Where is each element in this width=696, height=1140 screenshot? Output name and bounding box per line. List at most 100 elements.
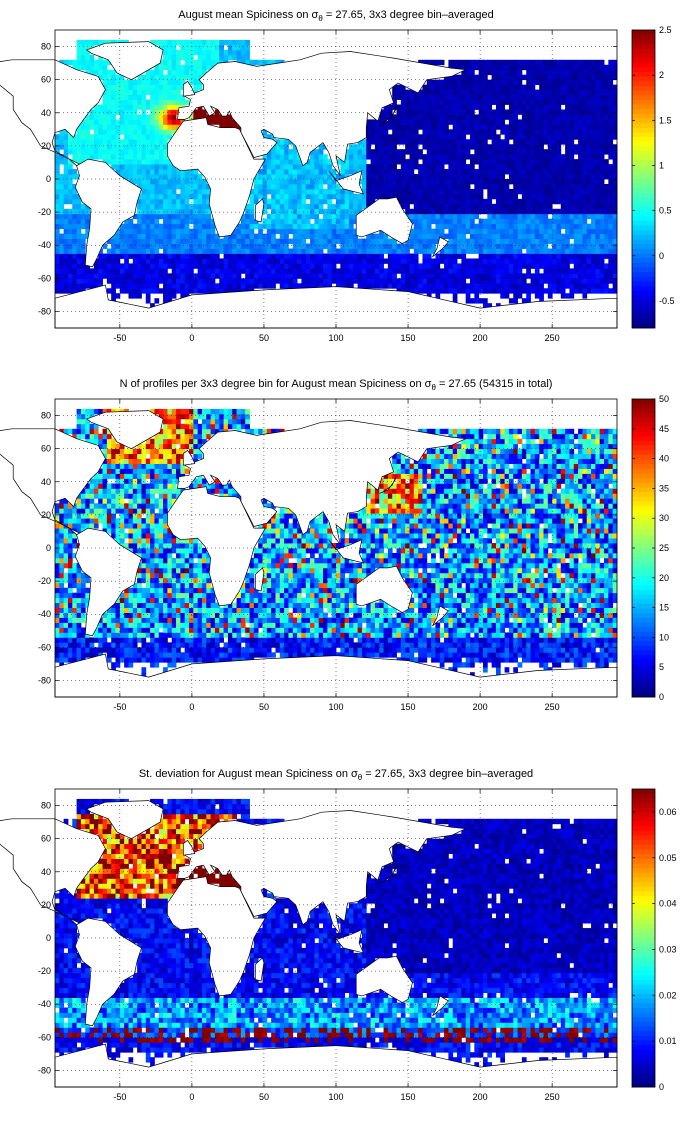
bin-cell [409,233,415,239]
bin-cell [400,283,406,289]
bin-cell [547,193,553,200]
bin-cell [547,208,553,215]
bin-cell [137,253,142,259]
bin-cell [236,278,242,284]
bin-cell [141,139,147,145]
bin-cell [556,169,562,175]
bin-cell [457,248,462,254]
bin-cell [582,228,588,235]
bin-cell [422,169,428,175]
bin-cell [517,134,523,140]
bin-cell [76,597,82,604]
bin-cell [439,258,445,264]
bin-cell [163,223,168,230]
colorbar-step [632,127,655,133]
bin-cell [513,144,518,150]
bin-cell [106,74,112,81]
bin-cell [565,164,570,170]
bin-cell [517,228,523,235]
bin-cell [418,248,423,254]
bin-cell [543,84,549,90]
bin-cell [357,238,363,244]
bin-cell [189,64,194,71]
bin-cell [556,238,562,244]
bin-cell [426,233,432,239]
bin-cell [374,169,380,175]
bin-cell [137,183,142,190]
bin-cell [418,278,423,284]
bin-cell [318,159,324,165]
bin-cell [573,208,579,215]
bin-cell [612,203,618,210]
bin-cell [67,243,73,249]
bin-cell [487,134,493,140]
bin-cell [288,164,294,170]
bin-cell [67,597,73,604]
bin-cell [470,69,475,76]
bin-cell [508,283,514,289]
bin-cell [353,253,359,259]
bin-cell [413,218,419,225]
bin-cell [128,179,134,185]
bin-cell [150,114,155,120]
bin-cell [517,119,523,125]
bin-cell [353,248,359,254]
bin-cell [171,89,177,95]
bin-cell [284,169,289,175]
bin-cell [314,198,320,205]
bin-cell [547,228,553,235]
bin-cell [396,149,402,155]
bin-cell [180,248,186,254]
bin-cell [556,198,562,205]
colorbar-tick-label: 1 [659,160,664,170]
bin-cell [163,144,168,150]
bin-cell [145,288,151,294]
bin-cell [482,69,488,76]
bin-cell [435,253,441,259]
bin-cell [163,104,168,110]
bin-cell [163,233,168,239]
bin-cell [413,129,419,135]
bin-cell [482,159,488,165]
bin-cell [59,523,65,529]
colorbar-step [632,39,655,45]
bin-cell [521,64,527,71]
bin-cell [137,208,142,215]
bin-cell [236,49,242,56]
bin-cell [612,179,618,185]
bin-cell [115,273,121,279]
bin-cell [595,174,601,180]
bin-cell [327,258,333,264]
bin-cell [150,233,155,239]
bin-cell [517,213,523,220]
colorbar-tick-label: 2.5 [659,25,672,35]
bin-cell [392,174,397,180]
bin-cell [236,228,242,235]
bin-cell [93,268,99,274]
bin-cell [604,169,609,175]
bin-cell [413,263,419,269]
bin-cell [470,79,475,86]
bin-cell [163,119,168,125]
bin-cell [586,169,592,175]
bin-cell [357,263,363,269]
bin-cell [258,193,263,200]
bin-cell [487,273,493,279]
bin-cell [530,258,536,264]
colorbar-step [632,262,655,268]
bin-cell [197,44,203,51]
bin-cell [189,208,194,215]
bin-cell [556,208,562,215]
bin-cell [141,134,147,140]
bin-cell [595,84,601,90]
bin-cell [612,268,618,274]
bin-cell [387,104,393,110]
bin-cell [431,129,436,135]
bin-cell [59,258,65,264]
bin-cell [361,268,367,274]
bin-cell [189,39,194,46]
bin-cell [439,84,445,90]
bin-cell [435,283,441,289]
bin-cell [400,149,406,155]
panel-title: August mean Spiciness on σθ = 27.65, 3x3… [178,9,494,23]
